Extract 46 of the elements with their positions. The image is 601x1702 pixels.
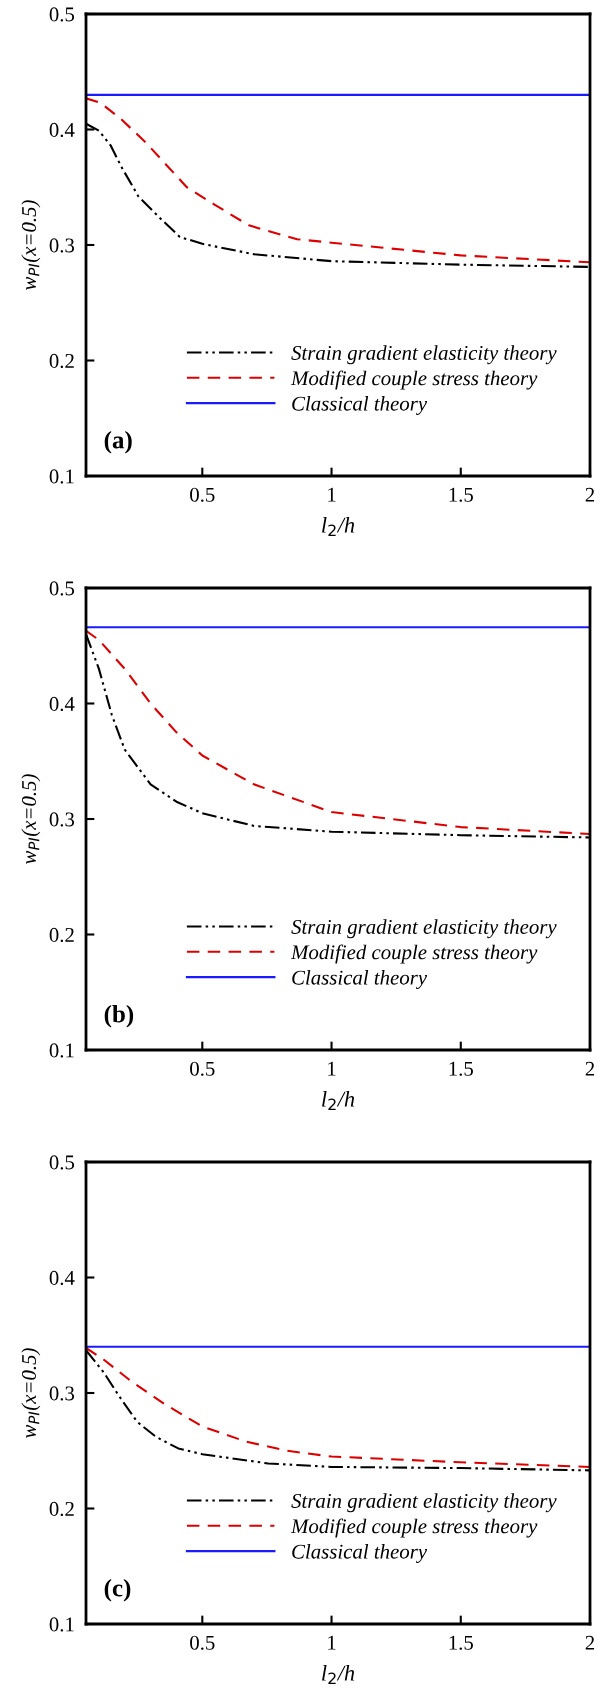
x-tick-label: 2 [585,1635,595,1650]
annotation: (a) [104,430,132,454]
x-tick-label: 1.5 [449,1061,473,1076]
x-tick-label: 2 [585,487,595,502]
legend-label: Modified couple stress theory [290,944,538,964]
x-tick-label: 0.5 [190,487,215,502]
y-tick-label: 0.4 [49,122,75,138]
y-tick-label: 0.4 [49,696,75,712]
legend-label: Strain gradient elasticity theory [291,345,557,365]
x-axis-title: l$_{2}$/h [322,1664,355,1685]
y-tick-label: 0.5 [49,7,75,22]
y-tick-label: 0.1 [49,1617,74,1632]
y-tick-label: 0.3 [49,238,75,253]
x-axis-title: l$_{2}$/h [322,1090,355,1111]
line-series [86,97,590,264]
y-tick-label: 0.1 [49,469,74,484]
y-tick-label: 0.4 [49,1270,75,1286]
x-tick-label: 0.5 [190,1635,215,1650]
y-axis-title: w$_{PI}$(x=0.5) [21,1348,41,1439]
y-tick-label: 0.5 [49,1155,75,1170]
y-axis-title: w$_{PI}$(x=0.5) [21,774,41,865]
y-tick-label: 0.1 [49,1043,74,1058]
y-tick-label: 0.5 [49,581,75,596]
x-tick-label: 2 [585,1061,595,1076]
legend-label: Modified couple stress theory [290,370,538,390]
y-axis-title: w$_{PI}$(x=0.5) [21,200,41,291]
legend-label: Classical theory [292,395,428,415]
annotation: (b) [104,1004,134,1028]
x-tick-label: 1 [328,1061,336,1076]
legend-label: Modified couple stress theory [290,1518,538,1538]
annotation: (c) [104,1578,131,1602]
y-tick-label: 0.3 [49,1386,75,1401]
x-axis-title: l$_{2}$/h [322,516,355,537]
legend-label: Classical theory [292,1543,428,1563]
x-tick-label: 1 [328,487,336,502]
y-tick-label: 0.2 [49,1501,74,1517]
x-tick-label: 1.5 [449,487,473,502]
x-tick-label: 1 [328,1635,336,1650]
legend-label: Strain gradient elasticity theory [291,1493,557,1513]
x-tick-label: 0.5 [190,1061,215,1076]
legend-label: Strain gradient elasticity theory [291,919,557,939]
y-tick-label: 0.2 [49,927,74,943]
y-tick-label: 0.2 [49,353,74,369]
x-tick-label: 1.5 [449,1635,473,1650]
y-tick-label: 0.3 [49,812,75,827]
legend-label: Classical theory [292,969,428,989]
